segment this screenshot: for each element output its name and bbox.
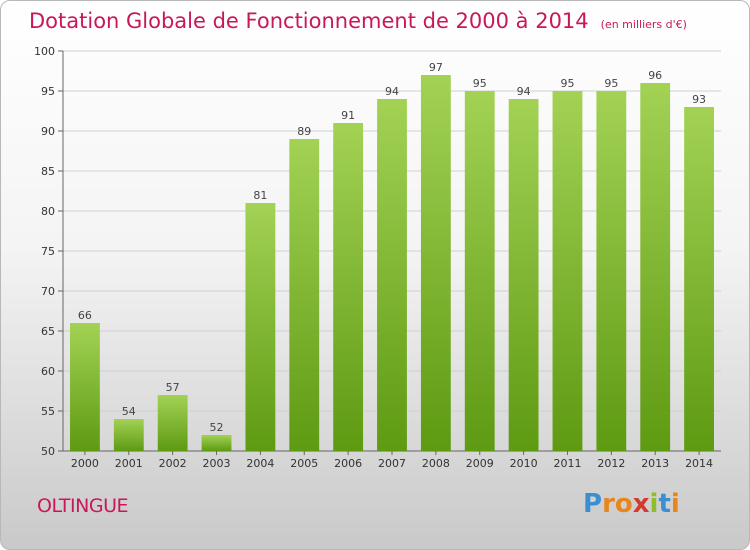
logo-letter: i <box>670 489 680 519</box>
x-tick-label: 2014 <box>685 457 713 470</box>
bar[interactable] <box>684 107 714 451</box>
x-tick-label: 2004 <box>246 457 274 470</box>
x-tick-label: 2006 <box>334 457 362 470</box>
title-block: Dotation Globale de Fonctionnement de 20… <box>29 9 687 33</box>
data-label: 94 <box>517 85 531 98</box>
bar[interactable] <box>113 419 144 451</box>
bar[interactable] <box>289 139 320 451</box>
y-tick-label: 80 <box>41 205 55 218</box>
y-tick-label: 65 <box>41 325 55 338</box>
data-label: 89 <box>297 125 311 138</box>
data-label: 52 <box>210 421 224 434</box>
y-tick-label: 55 <box>41 405 55 418</box>
chart-title: Dotation Globale de Fonctionnement de 20… <box>29 9 589 33</box>
bar[interactable] <box>552 91 583 451</box>
data-label: 94 <box>385 85 399 98</box>
y-tick-labels: 50 55 60 65 70 75 80 85 90 95 100 <box>34 45 55 458</box>
bar[interactable] <box>333 123 364 451</box>
x-tick-label: 2000 <box>71 457 99 470</box>
logo-letter: x <box>632 489 650 519</box>
bar[interactable] <box>420 75 451 451</box>
x-tick-label: 2013 <box>641 457 669 470</box>
y-tick-label: 60 <box>41 365 55 378</box>
bar[interactable] <box>464 91 495 451</box>
x-tick-label: 2010 <box>510 457 538 470</box>
chart-subtitle: (en milliers d'€) <box>600 18 687 31</box>
logo-letter: o <box>614 489 633 519</box>
x-tick-label: 2007 <box>378 457 406 470</box>
data-label: 81 <box>253 189 267 202</box>
x-tick-labels: 2000 2001 2002 2003 2004 2005 2006 2007 2008 2009… <box>71 457 713 470</box>
data-label: 97 <box>429 61 443 74</box>
bar[interactable] <box>596 91 627 451</box>
city-name: OLTINGUE <box>37 495 128 517</box>
data-label: 91 <box>341 109 355 122</box>
logo-letter: r <box>602 489 615 519</box>
x-tick-label: 2003 <box>203 457 231 470</box>
data-label: 96 <box>648 69 662 82</box>
y-tick-label: 70 <box>41 285 55 298</box>
data-label: 93 <box>692 93 706 106</box>
y-tick-label: 95 <box>41 85 55 98</box>
bar[interactable] <box>640 83 671 451</box>
x-tick-label: 2002 <box>159 457 187 470</box>
y-tick-label: 100 <box>34 45 55 58</box>
data-label: 95 <box>604 77 618 90</box>
x-tick-label: 2009 <box>466 457 494 470</box>
y-tick-label: 85 <box>41 165 55 178</box>
x-tick-label: 2012 <box>597 457 625 470</box>
bar[interactable] <box>245 203 276 451</box>
logo-letter: i <box>649 489 659 519</box>
proxiti-logo[interactable]: Proxiti <box>583 489 680 519</box>
bar[interactable] <box>377 99 407 451</box>
y-tick-label: 50 <box>41 445 55 458</box>
x-tick-label: 2008 <box>422 457 450 470</box>
logo-letter: P <box>583 489 603 519</box>
bar[interactable] <box>157 395 188 451</box>
bar[interactable] <box>201 435 232 451</box>
data-label: 66 <box>78 309 92 322</box>
bars <box>70 75 714 451</box>
value-labels: 66 54 57 52 81 89 91 94 97 95 94 95 95 96 93 <box>78 61 706 434</box>
x-tick-label: 2005 <box>290 457 318 470</box>
data-label: 57 <box>166 381 180 394</box>
bar[interactable] <box>70 323 100 451</box>
data-label: 95 <box>473 77 487 90</box>
y-tick-label: 75 <box>41 245 55 258</box>
x-tick-label: 2011 <box>553 457 581 470</box>
bar[interactable] <box>508 99 539 451</box>
data-label: 54 <box>122 405 136 418</box>
logo-letter: t <box>658 489 671 519</box>
x-tick-label: 2001 <box>115 457 143 470</box>
y-tick-label: 90 <box>41 125 55 138</box>
data-label: 95 <box>560 77 574 90</box>
